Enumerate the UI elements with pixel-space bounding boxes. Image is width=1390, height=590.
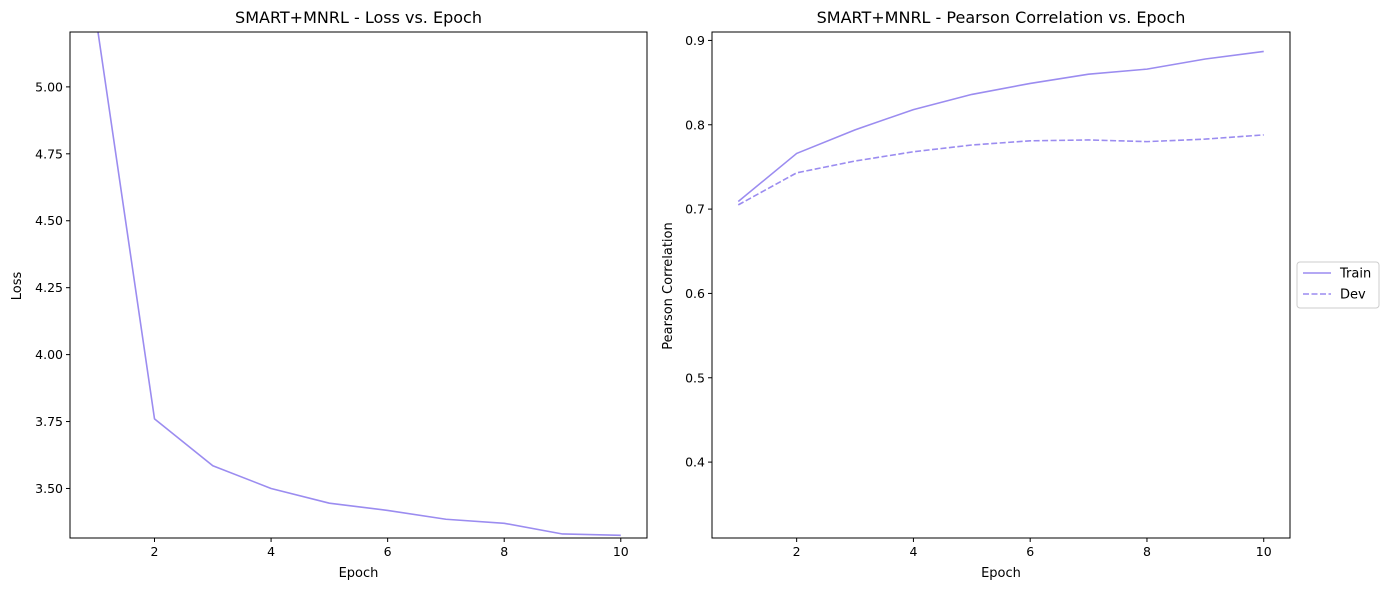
loss-chart-ytick-label: 4.75 — [35, 146, 63, 161]
loss-chart-ytick-label: 3.75 — [35, 414, 63, 429]
loss-chart-xtick-label: 4 — [267, 544, 275, 559]
pearson-chart-xlabel: Epoch — [981, 566, 1021, 581]
pearson-chart-marks — [737, 50, 1264, 206]
loss-chart-ylabel: Loss — [10, 272, 25, 301]
pearson-chart-ytick-label: 0.6 — [685, 286, 705, 301]
loss-chart-series-loss-line — [97, 32, 621, 537]
pearson-chart-xtick-label: 4 — [909, 544, 917, 559]
pearson-chart-frame — [711, 31, 1291, 539]
pearson-chart-ytick-label: 0.5 — [685, 370, 705, 385]
pearson-chart-title: SMART+MNRL - Pearson Correlation vs. Epo… — [817, 8, 1186, 27]
pearson-chart-xtick-label: 6 — [1026, 544, 1034, 559]
legend-train-label: Train — [1339, 267, 1371, 282]
pearson-chart-xtick-label: 2 — [793, 544, 801, 559]
loss-chart-xtick-label: 6 — [384, 544, 392, 559]
loss-chart-xtick-label: 8 — [500, 544, 508, 559]
pearson-chart-ylabel: Pearson Correlation — [661, 222, 676, 349]
pearson-chart-xtick-label: 10 — [1256, 544, 1272, 559]
loss-chart-marks — [97, 32, 621, 537]
pearson-chart-series-train-line — [737, 50, 1264, 203]
loss-chart-title: SMART+MNRL - Loss vs. Epoch — [235, 8, 482, 27]
legend-dev-label: Dev — [1340, 288, 1366, 303]
loss-chart-frame — [69, 31, 648, 539]
loss-chart-ytick-label: 4.00 — [35, 347, 63, 362]
pearson-chart-ytick-label: 0.8 — [685, 117, 705, 132]
loss-chart-ytick-label: 4.50 — [35, 213, 63, 228]
loss-chart-xtick-label: 2 — [151, 544, 159, 559]
loss-chart-axes: 2 4 6 8 10 3.50 3.75 4.00 4.25 4.50 4.75 5.00 — [35, 31, 648, 559]
pearson-chart-xtick-label: 8 — [1143, 544, 1151, 559]
loss-chart-xlabel: Epoch — [339, 566, 379, 581]
loss-chart: SMART+MNRL - Loss vs. Epoch 2 4 6 8 10 3.50 3.… — [10, 8, 648, 581]
pearson-chart-series-dev-line — [737, 134, 1264, 206]
loss-chart-ytick-label: 4.25 — [35, 280, 63, 295]
loss-chart-ytick-label: 3.50 — [35, 481, 63, 496]
pearson-chart-ytick-label: 0.9 — [685, 33, 705, 48]
loss-chart-ytick-label: 5.00 — [35, 79, 63, 94]
loss-chart-xtick-label: 10 — [613, 544, 629, 559]
pearson-chart-ytick-label: 0.4 — [685, 455, 705, 470]
pearson-chart: SMART+MNRL - Pearson Correlation vs. Epo… — [661, 8, 1380, 581]
pearson-chart-axes: 2 4 6 8 10 0.4 0.5 0.6 0.7 0.8 0.9 — [685, 31, 1291, 559]
legend: Train Dev — [1296, 261, 1380, 309]
pearson-chart-ytick-label: 0.7 — [685, 202, 705, 217]
